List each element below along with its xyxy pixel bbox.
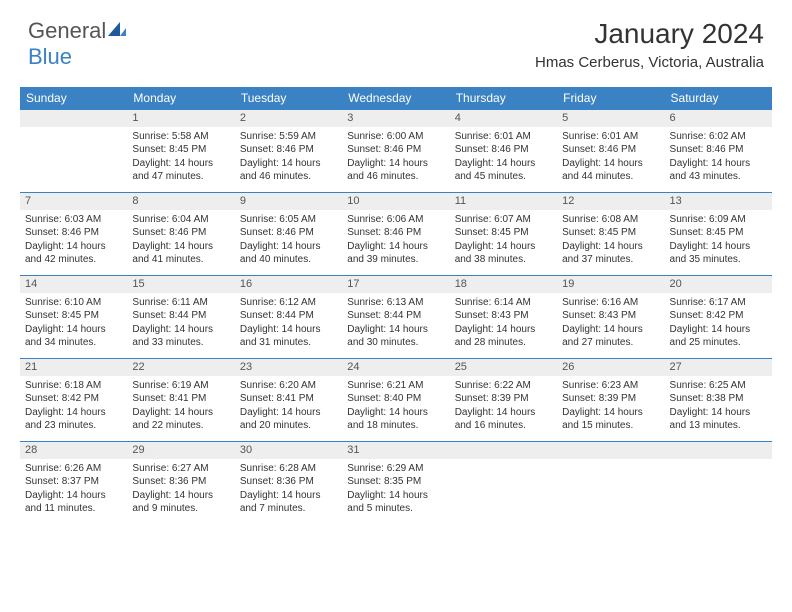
month-title: January 2024: [535, 18, 764, 50]
day-number: 8: [127, 193, 234, 210]
weekday-header: Monday: [127, 87, 234, 110]
day-info: Sunrise: 6:13 AMSunset: 8:44 PMDaylight:…: [342, 293, 449, 359]
weekday-header: Sunday: [20, 87, 127, 110]
day-number: 3: [342, 110, 449, 127]
day-number: 26: [557, 359, 664, 376]
day-info: Sunrise: 6:01 AMSunset: 8:46 PMDaylight:…: [450, 127, 557, 193]
day-number: 30: [235, 442, 342, 459]
day-info: Sunrise: 6:19 AMSunset: 8:41 PMDaylight:…: [127, 376, 234, 442]
day-number: 31: [342, 442, 449, 459]
day-number: [557, 442, 664, 459]
day-number: [450, 442, 557, 459]
day-number: 12: [557, 193, 664, 210]
day-number-row: 14151617181920: [20, 276, 772, 293]
day-info: Sunrise: 6:07 AMSunset: 8:45 PMDaylight:…: [450, 210, 557, 276]
day-info: Sunrise: 6:26 AMSunset: 8:37 PMDaylight:…: [20, 459, 127, 525]
day-number: 10: [342, 193, 449, 210]
day-info: [557, 459, 664, 525]
day-info: Sunrise: 6:11 AMSunset: 8:44 PMDaylight:…: [127, 293, 234, 359]
weekday-header: Wednesday: [342, 87, 449, 110]
day-info: Sunrise: 6:05 AMSunset: 8:46 PMDaylight:…: [235, 210, 342, 276]
calendar-table: Sunday Monday Tuesday Wednesday Thursday…: [20, 87, 772, 525]
day-info-row: Sunrise: 6:18 AMSunset: 8:42 PMDaylight:…: [20, 376, 772, 442]
header: General Blue January 2024 Hmas Cerberus,…: [0, 0, 792, 79]
day-info: Sunrise: 6:23 AMSunset: 8:39 PMDaylight:…: [557, 376, 664, 442]
day-info-row: Sunrise: 6:03 AMSunset: 8:46 PMDaylight:…: [20, 210, 772, 276]
day-info-row: Sunrise: 5:58 AMSunset: 8:45 PMDaylight:…: [20, 127, 772, 193]
logo-text-general: General: [28, 18, 106, 43]
day-number: 9: [235, 193, 342, 210]
logo: General Blue: [28, 18, 128, 70]
day-number: 21: [20, 359, 127, 376]
day-number: 23: [235, 359, 342, 376]
day-number: 22: [127, 359, 234, 376]
day-info-row: Sunrise: 6:26 AMSunset: 8:37 PMDaylight:…: [20, 459, 772, 525]
day-info: Sunrise: 6:02 AMSunset: 8:46 PMDaylight:…: [665, 127, 772, 193]
day-info: Sunrise: 6:14 AMSunset: 8:43 PMDaylight:…: [450, 293, 557, 359]
day-number: 16: [235, 276, 342, 293]
day-number: 28: [20, 442, 127, 459]
day-info: Sunrise: 6:03 AMSunset: 8:46 PMDaylight:…: [20, 210, 127, 276]
day-number: 19: [557, 276, 664, 293]
day-info: Sunrise: 6:18 AMSunset: 8:42 PMDaylight:…: [20, 376, 127, 442]
day-number: 6: [665, 110, 772, 127]
day-info-row: Sunrise: 6:10 AMSunset: 8:45 PMDaylight:…: [20, 293, 772, 359]
day-number: 20: [665, 276, 772, 293]
day-info: Sunrise: 6:17 AMSunset: 8:42 PMDaylight:…: [665, 293, 772, 359]
day-number: 24: [342, 359, 449, 376]
day-number: 7: [20, 193, 127, 210]
day-number: 15: [127, 276, 234, 293]
day-number: 5: [557, 110, 664, 127]
day-number: 17: [342, 276, 449, 293]
day-info: Sunrise: 6:21 AMSunset: 8:40 PMDaylight:…: [342, 376, 449, 442]
day-number: 25: [450, 359, 557, 376]
day-number: 29: [127, 442, 234, 459]
weekday-header: Tuesday: [235, 87, 342, 110]
title-block: January 2024 Hmas Cerberus, Victoria, Au…: [535, 18, 764, 71]
weekday-header: Friday: [557, 87, 664, 110]
day-info: Sunrise: 6:20 AMSunset: 8:41 PMDaylight:…: [235, 376, 342, 442]
day-number: 4: [450, 110, 557, 127]
day-number: 11: [450, 193, 557, 210]
day-number-row: 28293031: [20, 442, 772, 459]
day-info: Sunrise: 6:01 AMSunset: 8:46 PMDaylight:…: [557, 127, 664, 193]
day-number: 14: [20, 276, 127, 293]
day-number: 27: [665, 359, 772, 376]
day-info: Sunrise: 6:12 AMSunset: 8:44 PMDaylight:…: [235, 293, 342, 359]
weekday-header-row: Sunday Monday Tuesday Wednesday Thursday…: [20, 87, 772, 110]
day-info: Sunrise: 6:06 AMSunset: 8:46 PMDaylight:…: [342, 210, 449, 276]
day-number: 2: [235, 110, 342, 127]
day-number-row: 78910111213: [20, 193, 772, 210]
day-number-row: 21222324252627: [20, 359, 772, 376]
day-info: Sunrise: 6:16 AMSunset: 8:43 PMDaylight:…: [557, 293, 664, 359]
day-info: Sunrise: 6:28 AMSunset: 8:36 PMDaylight:…: [235, 459, 342, 525]
day-info: [450, 459, 557, 525]
logo-text-blue: Blue: [28, 44, 72, 69]
day-info: Sunrise: 6:00 AMSunset: 8:46 PMDaylight:…: [342, 127, 449, 193]
day-info: [665, 459, 772, 525]
day-number: 1: [127, 110, 234, 127]
day-info: Sunrise: 6:09 AMSunset: 8:45 PMDaylight:…: [665, 210, 772, 276]
day-info: Sunrise: 6:25 AMSunset: 8:38 PMDaylight:…: [665, 376, 772, 442]
day-info: Sunrise: 6:22 AMSunset: 8:39 PMDaylight:…: [450, 376, 557, 442]
day-number: 13: [665, 193, 772, 210]
day-info: Sunrise: 5:58 AMSunset: 8:45 PMDaylight:…: [127, 127, 234, 193]
weekday-header: Saturday: [665, 87, 772, 110]
day-info: Sunrise: 6:08 AMSunset: 8:45 PMDaylight:…: [557, 210, 664, 276]
day-info: Sunrise: 6:29 AMSunset: 8:35 PMDaylight:…: [342, 459, 449, 525]
location: Hmas Cerberus, Victoria, Australia: [535, 54, 764, 71]
day-info: Sunrise: 6:04 AMSunset: 8:46 PMDaylight:…: [127, 210, 234, 276]
day-number: [20, 110, 127, 127]
weekday-header: Thursday: [450, 87, 557, 110]
day-info: [20, 127, 127, 193]
day-number: [665, 442, 772, 459]
day-number: 18: [450, 276, 557, 293]
logo-triangle-icon: [108, 16, 126, 41]
day-info: Sunrise: 6:10 AMSunset: 8:45 PMDaylight:…: [20, 293, 127, 359]
day-info: Sunrise: 6:27 AMSunset: 8:36 PMDaylight:…: [127, 459, 234, 525]
day-number-row: 123456: [20, 110, 772, 127]
day-info: Sunrise: 5:59 AMSunset: 8:46 PMDaylight:…: [235, 127, 342, 193]
